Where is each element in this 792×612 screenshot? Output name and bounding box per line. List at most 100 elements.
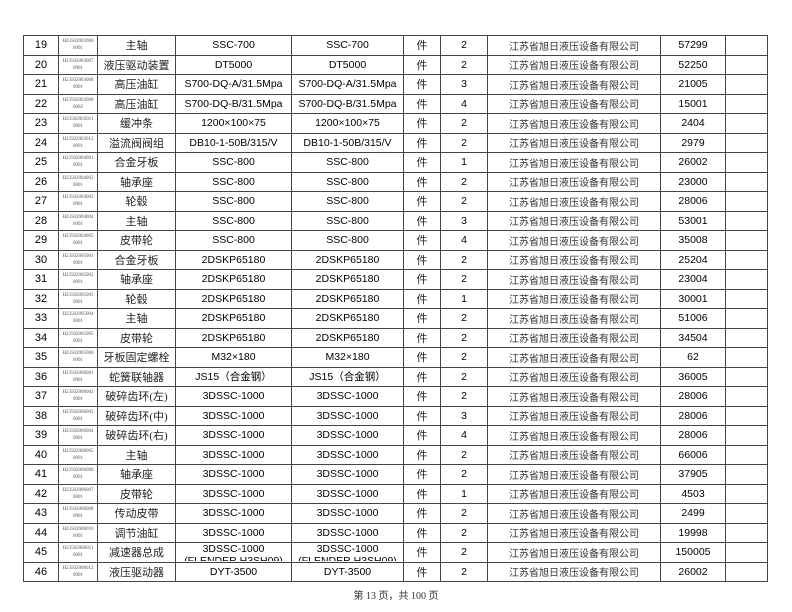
table-row: 32 H23502005003 0001 轮毂 2DSKP65180 2DSKP65180… [23,288,768,309]
quantity: 4 [440,425,488,446]
item-code-suffix: 0001 [73,455,83,461]
spec: DYT-3500 [175,561,292,582]
part-name: 减速器总成 [97,542,176,563]
spec: 2DSKP65180 [175,327,292,348]
unit: 件 [403,210,441,231]
spec: DB10-1-50B/315/V [175,132,292,153]
amount: 15001 [660,93,726,114]
quantity: 4 [440,230,488,251]
unit: 件 [403,249,441,270]
item-code-main: H23502006004 [62,429,94,435]
amount: 28006 [660,405,726,426]
table-row: 41 H23502006006 0001 轴承座 3DSSC-1000 3DSSC-100… [23,464,768,485]
item-code: H23502006005 0001 [58,444,98,465]
item-code-main: H23502003007 [62,58,94,64]
spec: S700-DQ-A/31.5Mpa [175,74,292,95]
item-code-main: H23502006008 [62,507,94,513]
item-code-main: H23502004003 [62,195,94,201]
remark [725,230,768,251]
row-number: 45 [23,542,59,563]
item-code-suffix: 0001 [73,65,83,71]
remark [725,405,768,426]
amount: 36005 [660,366,726,387]
remark [725,483,768,504]
supplier: 江苏省旭日液压设备有限公司 [487,191,661,212]
quantity: 2 [440,249,488,270]
amount: 28006 [660,425,726,446]
item-code: H23502006008 0001 [58,503,98,524]
item-code-suffix: 0001 [73,416,83,422]
spec: 3DSSC-1000 (FLENDER H3SH09) [175,542,292,563]
supplier: 江苏省旭日液压设备有限公司 [487,542,661,563]
amount: 19998 [660,522,726,543]
unit: 件 [403,386,441,407]
item-code-suffix: 0001 [73,299,83,305]
item-code: H23502006004 0001 [58,425,98,446]
amount: 37905 [660,464,726,485]
spec: SSC-800 [175,230,292,251]
quantity: 2 [440,503,488,524]
spec: M32×180 [175,347,292,368]
item-code-main: H23502006001 [62,370,94,376]
model: S700-DQ-B/31.5Mpa [291,93,404,114]
supplier: 江苏省旭日液压设备有限公司 [487,113,661,134]
part-name: 轴承座 [97,171,176,192]
item-code-main: H23502004002 [62,175,94,181]
item-code-suffix: 0001 [73,221,83,227]
part-name: 高压油缸 [97,93,176,114]
item-code: H23502005002 0001 [58,269,98,290]
row-number: 22 [23,93,59,114]
row-number: 20 [23,54,59,75]
unit: 件 [403,444,441,465]
item-code-suffix: 0001 [73,163,83,169]
spec: 3DSSC-1000 [175,444,292,465]
remark [725,132,768,153]
item-code: H23502003007 0001 [58,54,98,75]
remark [725,542,768,563]
model: JS15（合金钢） [291,366,404,387]
remark [725,425,768,446]
table-row: 38 H23502006003 0001 破碎齿环(中) 3DSSC-1000 3DSSC… [23,405,768,426]
spec: 3DSSC-1000 [175,425,292,446]
spec: 2DSKP65180 [175,269,292,290]
quantity: 2 [440,54,488,75]
item-code-suffix: 0001 [73,397,83,403]
table-row: 33 H23502005004 0001 主轴 2DSKP65180 2DSKP65180… [23,308,768,329]
model: 3DSSC-1000 [291,464,404,485]
item-code: H23502005001 0001 [58,249,98,270]
unit: 件 [403,93,441,114]
quantity: 2 [440,464,488,485]
amount: 26002 [660,152,726,173]
model: 2DSKP65180 [291,308,404,329]
model: 3DSSC-1000 [291,483,404,504]
part-name: 缓冲条 [97,113,176,134]
table-row: 34 H23502005005 0001 皮带轮 2DSKP65180 2DSKP6518… [23,327,768,348]
table-row: 24 H23502003012 0001 溢流阀阀组 DB10-1-50B/315/V D… [23,132,768,153]
model: 3DSSC-1000 [291,522,404,543]
row-number: 40 [23,444,59,465]
remark [725,152,768,173]
amount: 21005 [660,74,726,95]
item-code-suffix: 0001 [73,436,83,442]
unit: 件 [403,366,441,387]
quantity: 1 [440,152,488,173]
item-code-main: H23502006012 [62,565,94,571]
table-row: 23 H23502003011 0001 缓冲条 1200×100×75 1200×100… [23,113,768,134]
remark [725,113,768,134]
unit: 件 [403,405,441,426]
table-row: 20 H23502003007 0001 液压驱动装置 DT5000 DT5000 件 2 江苏… [23,54,768,75]
part-name: 蛇簧联轴器 [97,366,176,387]
supplier: 江苏省旭日液压设备有限公司 [487,230,661,251]
row-number: 38 [23,405,59,426]
row-number: 26 [23,171,59,192]
amount: 2979 [660,132,726,153]
remark [725,308,768,329]
table-row: 45 H23502006011 0001 减速器总成 3DSSC-1000 (FLEND… [23,542,768,563]
item-code-main: H23502006003 [62,409,94,415]
quantity: 2 [440,113,488,134]
table-row: 28 H23502004004 0001 主轴 SSC-800 SSC-800 件 3 江苏省旭… [23,210,768,231]
quantity: 2 [440,191,488,212]
model: M32×180 [291,347,404,368]
item-code-suffix: 0001 [73,553,83,559]
supplier: 江苏省旭日液压设备有限公司 [487,210,661,231]
